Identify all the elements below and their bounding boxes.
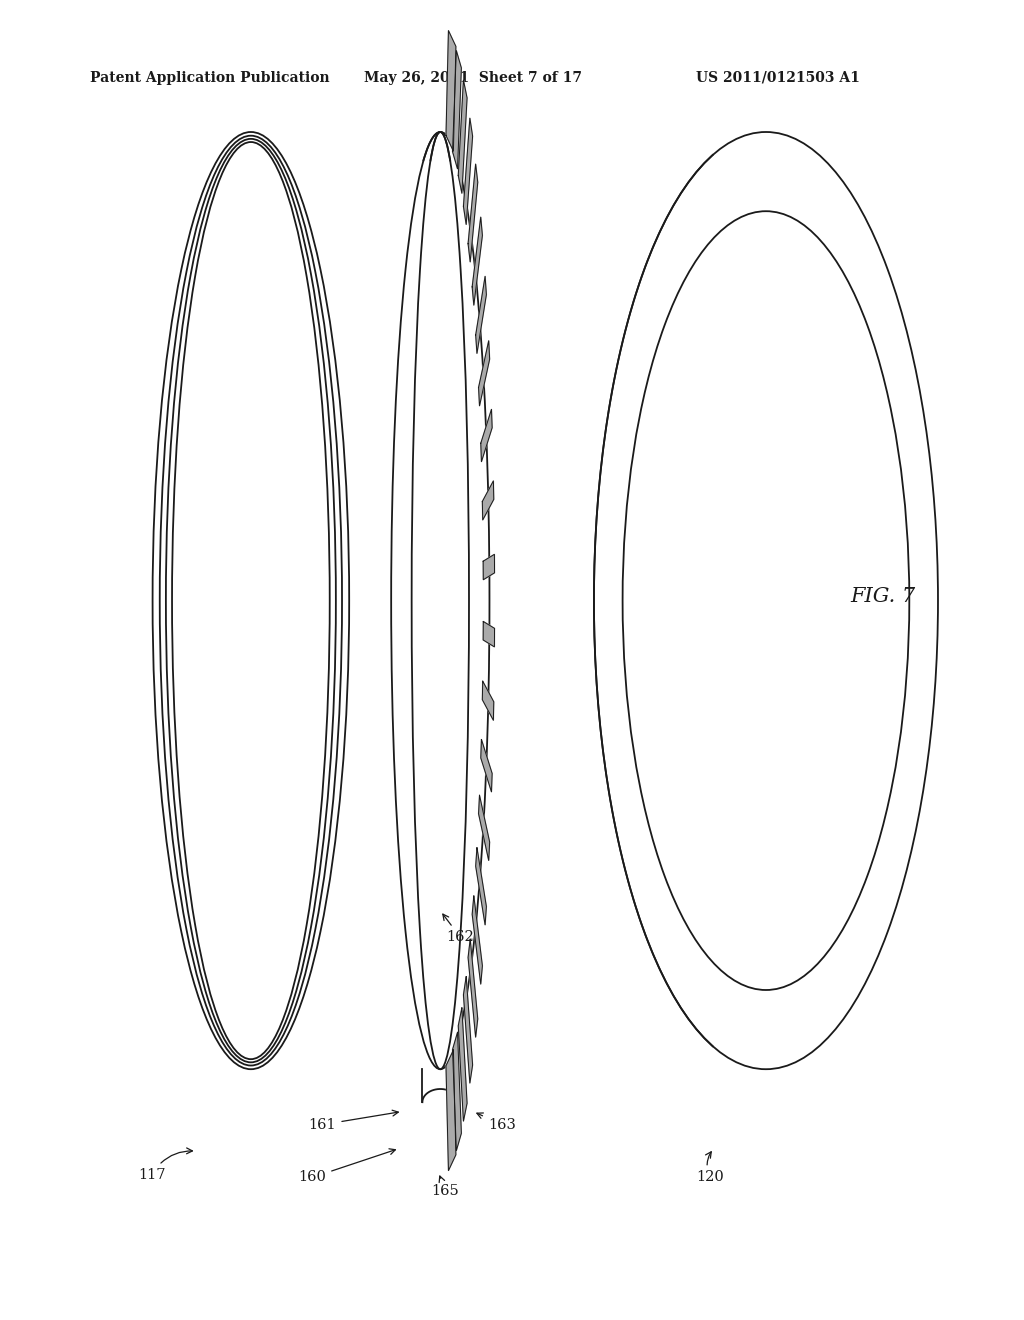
Polygon shape	[476, 847, 486, 925]
Polygon shape	[464, 117, 473, 224]
Polygon shape	[476, 276, 486, 354]
Polygon shape	[459, 1008, 467, 1121]
Text: FIG. 7: FIG. 7	[850, 587, 915, 606]
Text: 165: 165	[431, 1176, 460, 1197]
Polygon shape	[481, 739, 493, 792]
Polygon shape	[482, 681, 494, 721]
Polygon shape	[459, 81, 467, 193]
Polygon shape	[468, 940, 478, 1038]
Polygon shape	[472, 216, 482, 305]
Text: US 2011/0121503 A1: US 2011/0121503 A1	[696, 71, 860, 84]
Polygon shape	[481, 409, 493, 462]
Text: 117: 117	[138, 1148, 193, 1181]
Text: 161: 161	[309, 1110, 398, 1131]
Text: 162: 162	[442, 915, 474, 944]
Polygon shape	[468, 164, 478, 261]
Text: Patent Application Publication: Patent Application Publication	[90, 71, 330, 84]
Polygon shape	[478, 796, 489, 861]
Polygon shape	[453, 1032, 462, 1151]
Polygon shape	[483, 554, 495, 579]
Text: 163: 163	[477, 1113, 516, 1131]
Polygon shape	[464, 977, 473, 1084]
Polygon shape	[483, 622, 495, 647]
Text: May 26, 2011  Sheet 7 of 17: May 26, 2011 Sheet 7 of 17	[364, 71, 582, 84]
Polygon shape	[478, 341, 489, 405]
Polygon shape	[482, 480, 494, 520]
Text: 120: 120	[695, 1152, 724, 1184]
Polygon shape	[472, 896, 482, 985]
Polygon shape	[453, 50, 462, 169]
Polygon shape	[446, 30, 456, 152]
Text: 160: 160	[298, 1148, 395, 1184]
Polygon shape	[446, 1049, 456, 1171]
